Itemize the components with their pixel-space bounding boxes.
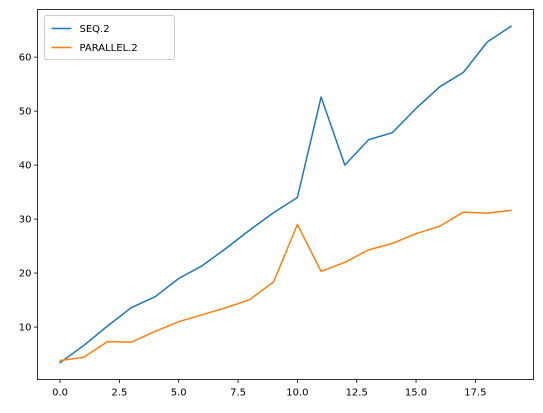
series-line-1 bbox=[59, 25, 512, 364]
plot-frame bbox=[37, 9, 534, 380]
x-tick-label: 0.0 bbox=[52, 388, 68, 399]
plot-area bbox=[37, 9, 534, 380]
x-tick-label: 17.5 bbox=[464, 388, 486, 399]
x-tick-label: 5.0 bbox=[171, 388, 187, 399]
x-tick-label: 12.5 bbox=[346, 388, 368, 399]
legend-label-1: SEQ.2 bbox=[80, 24, 110, 35]
x-tick-label: 10.0 bbox=[286, 388, 308, 399]
y-tick-label: 60 bbox=[19, 53, 32, 64]
y-tick-label: 20 bbox=[19, 269, 32, 280]
y-tick-label: 40 bbox=[19, 161, 32, 172]
axes-layer: 0.0 2.5 5.0 7.5 10.0 12.5 15.0 17.5 10 20 30 40 50 60 bbox=[19, 53, 487, 399]
y-tick-label: 50 bbox=[19, 107, 32, 118]
legend: SEQ.2 PARALLEL.2 bbox=[44, 15, 175, 60]
x-tick-label: 15.0 bbox=[405, 388, 427, 399]
y-tick-label: 30 bbox=[19, 215, 32, 226]
series-line-2 bbox=[59, 209, 512, 362]
x-tick-label: 2.5 bbox=[111, 388, 127, 399]
legend-box bbox=[44, 15, 175, 60]
legend-label-2: PARALLEL.2 bbox=[80, 43, 138, 54]
series-layer bbox=[59, 25, 512, 364]
x-tick-label: 7.5 bbox=[230, 388, 246, 399]
y-tick-label: 10 bbox=[19, 323, 32, 334]
